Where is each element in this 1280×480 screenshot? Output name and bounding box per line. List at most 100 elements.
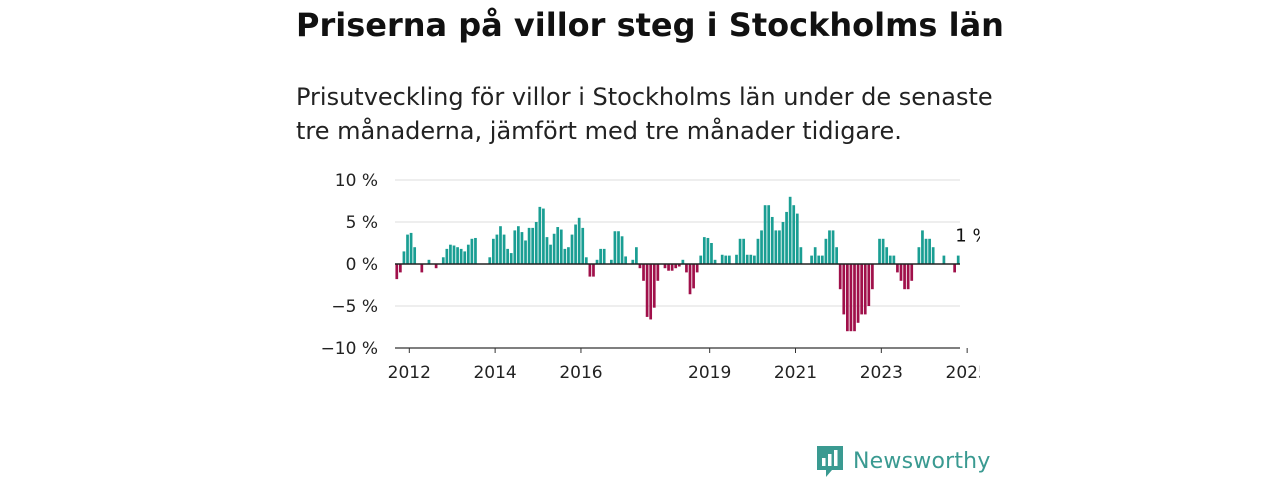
- bar: [735, 254, 738, 264]
- bar: [542, 208, 545, 264]
- bar: [592, 264, 595, 277]
- bar: [495, 234, 499, 264]
- bar: [953, 264, 956, 273]
- bar: [549, 244, 552, 264]
- bar: [445, 248, 449, 264]
- x-tick-label: 2012: [388, 363, 431, 383]
- bar: [906, 264, 910, 290]
- bar: [846, 264, 849, 332]
- bar: [878, 238, 881, 264]
- bar: [838, 264, 842, 290]
- bar: [506, 248, 509, 264]
- bar: [470, 238, 474, 264]
- bar: [520, 232, 524, 264]
- bar: [810, 255, 813, 264]
- bar: [863, 264, 867, 315]
- x-tick-label: 2025: [946, 363, 980, 383]
- bar: [588, 264, 592, 277]
- y-tick-label: 5 %: [346, 213, 378, 233]
- end-value-label: 1 %: [955, 226, 980, 247]
- bar: [570, 234, 574, 264]
- bar: [574, 224, 577, 264]
- bar: [488, 257, 492, 264]
- bar: [899, 264, 903, 281]
- bar: [463, 251, 467, 264]
- bar: [720, 254, 724, 264]
- bar: [456, 247, 459, 264]
- bar: [491, 238, 495, 264]
- bar: [688, 264, 692, 295]
- bar: [434, 264, 438, 269]
- bar: [670, 264, 674, 271]
- bar: [624, 256, 628, 264]
- bar: [584, 257, 588, 264]
- bar: [531, 227, 535, 264]
- bar: [466, 244, 470, 264]
- bar: [427, 259, 431, 264]
- bar: [663, 264, 667, 269]
- bar: [745, 254, 749, 264]
- bar: [774, 230, 778, 264]
- bar: [613, 231, 617, 264]
- bar: [942, 255, 946, 264]
- x-tick-label: 2014: [473, 363, 516, 383]
- bar: [820, 255, 824, 264]
- bar: [799, 247, 803, 264]
- y-tick-label: −5 %: [331, 297, 378, 317]
- bar: [853, 264, 856, 332]
- newsworthy-logo-icon: [817, 446, 843, 477]
- bar: [867, 264, 871, 306]
- bar: [499, 226, 502, 264]
- bar: [795, 213, 799, 264]
- bar: [956, 255, 960, 264]
- bar: [824, 238, 828, 264]
- x-axis: 2012 2014 2016 2019 2021 2023 2025: [388, 348, 980, 383]
- bar: [509, 253, 513, 264]
- bar: [552, 233, 556, 264]
- bar: [406, 234, 409, 264]
- chart-title: Priserna på villor steg i Stockholms län: [296, 6, 1004, 44]
- bar: [713, 259, 717, 264]
- bar: [452, 245, 456, 264]
- bar: [681, 259, 685, 264]
- bar: [928, 238, 931, 264]
- bar: [617, 231, 620, 264]
- x-tick-label: 2023: [860, 363, 903, 383]
- bar: [835, 247, 838, 264]
- brand-name: Newsworthy: [853, 448, 991, 474]
- bar: [459, 248, 463, 264]
- bar: [910, 264, 914, 281]
- bar: [599, 248, 602, 264]
- bar: [724, 255, 728, 264]
- bar: [409, 232, 413, 264]
- y-tick-label: −10 %: [321, 339, 378, 359]
- chart-subtitle: Prisutveckling för villor i Stockholms l…: [296, 83, 993, 145]
- bar: [756, 238, 760, 264]
- bar: [885, 247, 889, 264]
- bar: [677, 264, 681, 267]
- bar: [892, 255, 896, 264]
- brand-logo: Newsworthy: [815, 444, 991, 478]
- bar: [849, 264, 853, 332]
- bar: [767, 205, 771, 264]
- bar: [645, 264, 649, 317]
- bar: [656, 264, 660, 281]
- bar-chart: 10 % 5 % 0 % −5 % −10 % 2012 2014 2016 2019 2021…: [321, 171, 980, 383]
- bar: [449, 244, 452, 264]
- bar: [559, 229, 563, 264]
- bar: [602, 248, 606, 264]
- bar: [813, 247, 817, 264]
- bar: [674, 264, 678, 269]
- x-tick-label: 2019: [688, 363, 731, 383]
- bar: [649, 264, 653, 320]
- bar: [609, 259, 613, 264]
- bar: [770, 216, 774, 264]
- bar: [931, 247, 935, 264]
- bar: [749, 254, 753, 264]
- bar: [788, 196, 792, 264]
- bar: [778, 230, 781, 264]
- bar: [742, 238, 746, 264]
- bar: [792, 205, 796, 264]
- bar: [395, 264, 399, 280]
- bar: [692, 264, 695, 289]
